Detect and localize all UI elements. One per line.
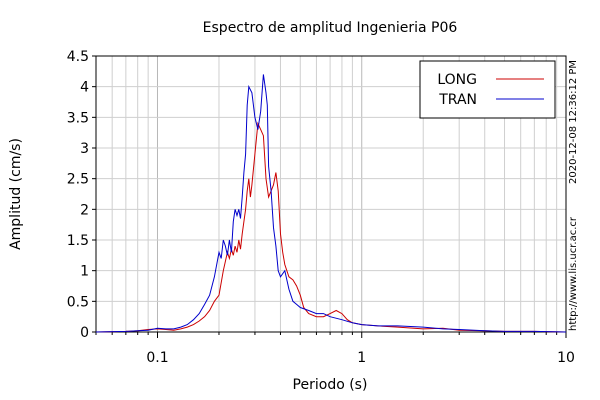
series-line-tran — [95, 74, 567, 333]
legend-label-tran: TRAN — [438, 92, 477, 108]
plot-frame — [95, 55, 567, 333]
x-tick-label: 1 — [357, 350, 366, 366]
legend-label-long: LONG — [437, 72, 477, 88]
y-tick-label: 4.5 — [67, 49, 89, 65]
y-tick-label: 0.5 — [67, 294, 89, 310]
y-tick-label: 0 — [80, 325, 89, 341]
y-axis-label: Amplitud (cm/s) — [8, 138, 24, 250]
chart-title: Espectro de amplitud Ingenieria P06 — [203, 20, 458, 36]
y-tick-label: 1.5 — [67, 233, 89, 249]
y-tick-label: 3 — [80, 141, 89, 157]
x-tick-label: 10 — [557, 350, 575, 366]
y-tick-label: 2.5 — [67, 172, 89, 188]
legend-box — [419, 60, 556, 119]
source-url-label: http://www.lis.ucr.ac.cr — [568, 217, 579, 331]
y-tick-label: 1 — [80, 264, 89, 280]
x-tick-label: 0.1 — [146, 350, 168, 366]
timestamp-label: 2020-12-08 12:36:12 PM — [568, 59, 579, 184]
y-tick-label: 2 — [80, 202, 89, 218]
y-tick-label: 4 — [80, 80, 89, 96]
series-line-long — [95, 121, 567, 333]
y-tick-label: 3.5 — [67, 110, 89, 126]
x-axis-label: Periodo (s) — [293, 377, 368, 393]
